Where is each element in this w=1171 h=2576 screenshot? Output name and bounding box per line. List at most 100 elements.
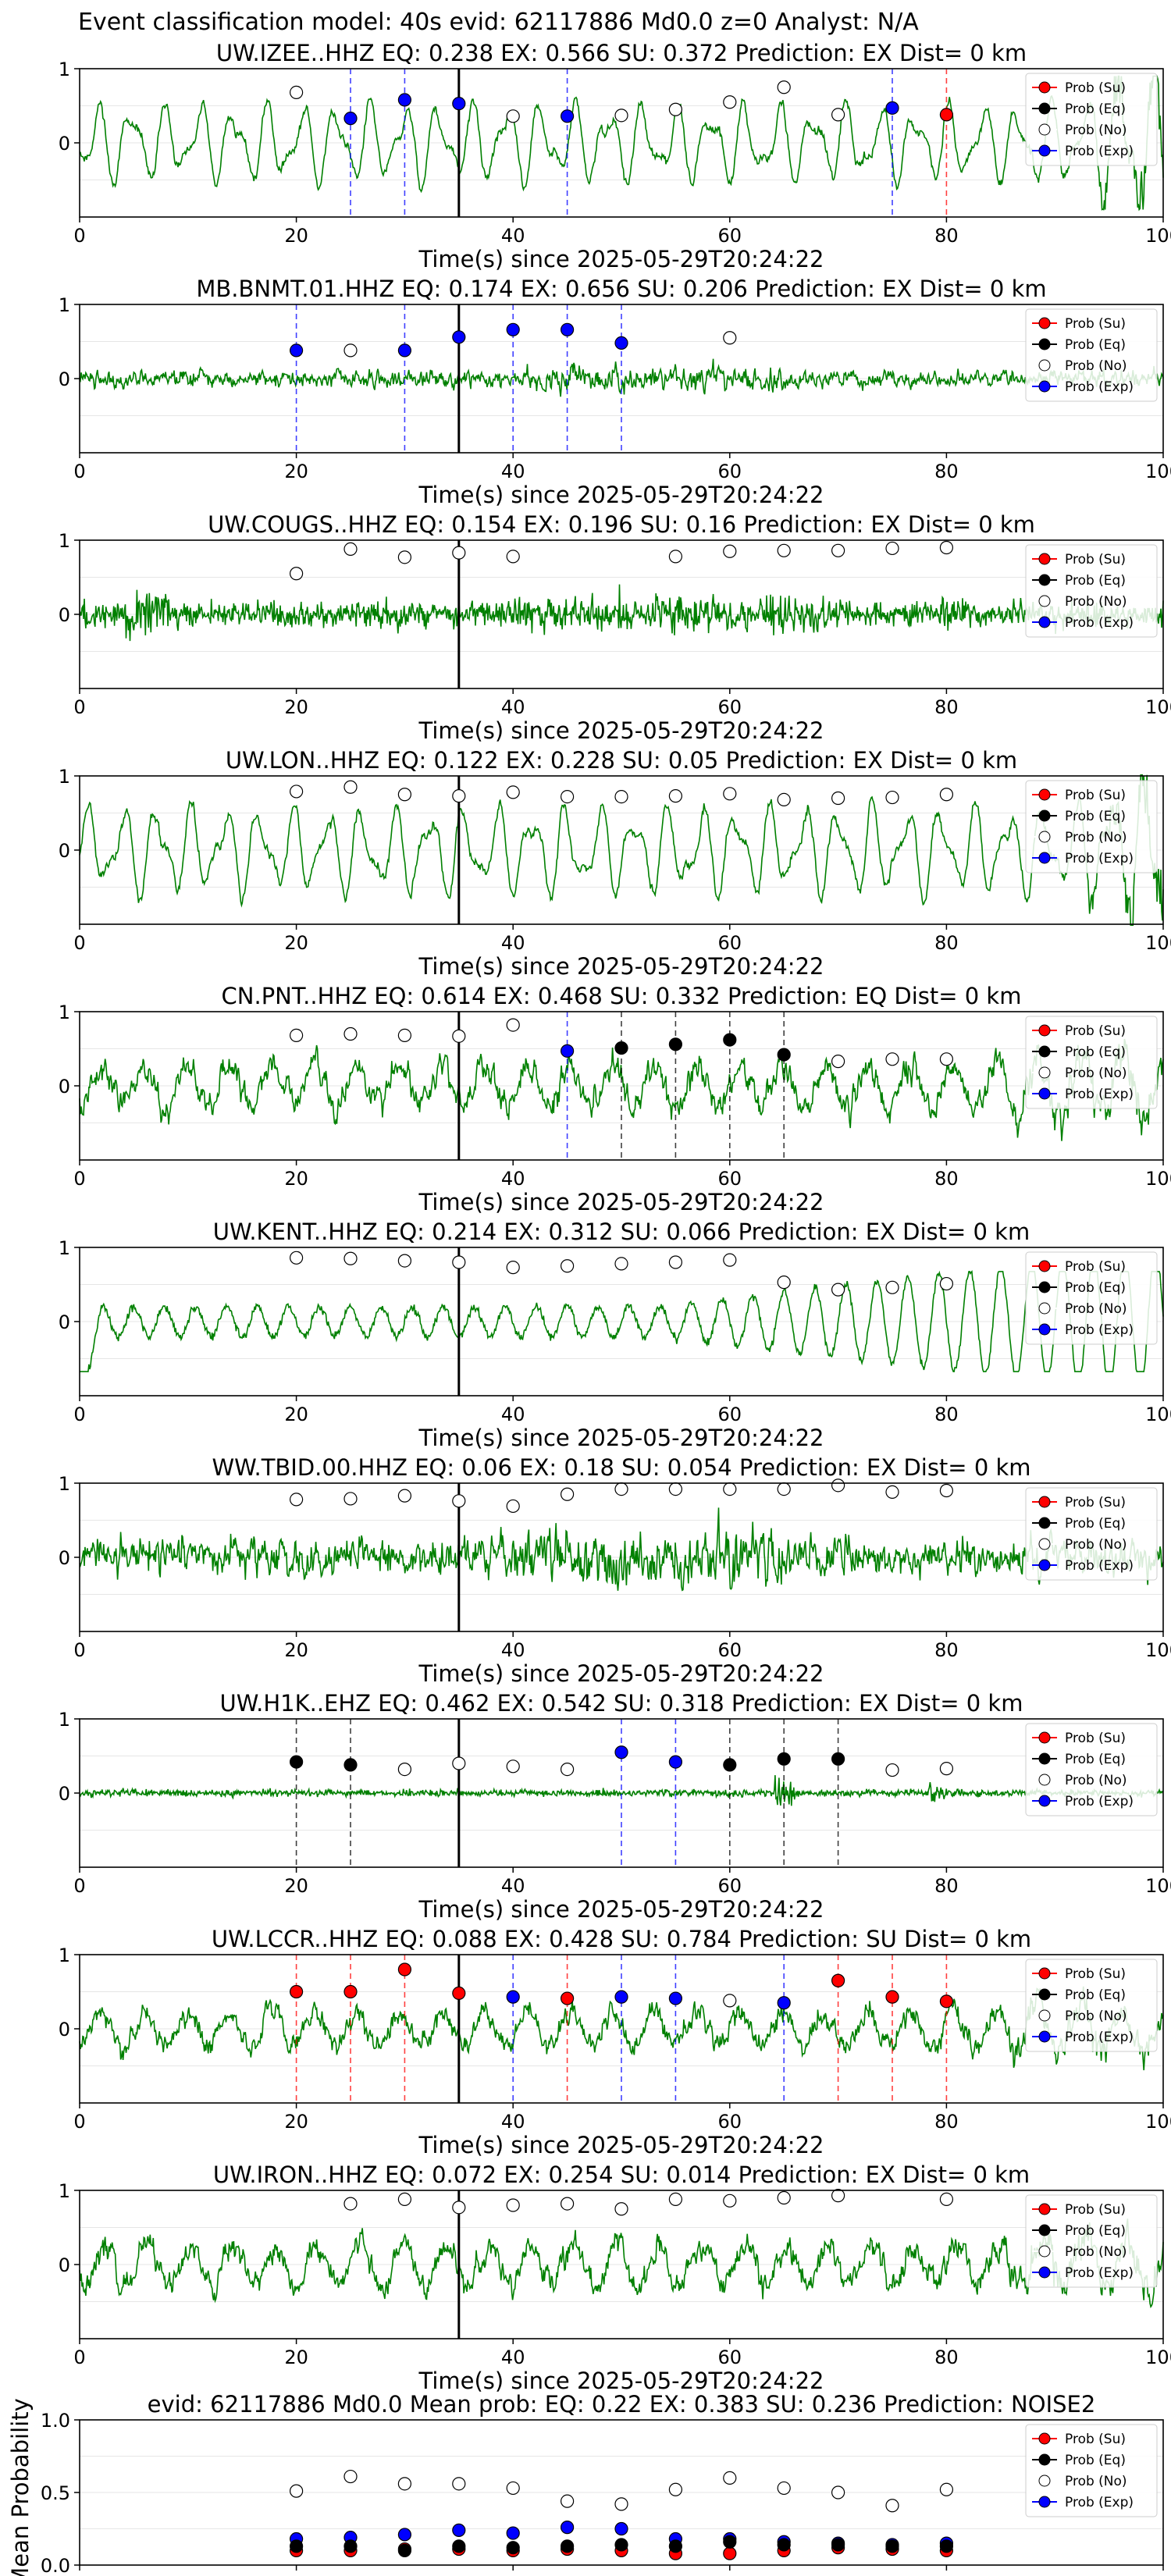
prob-point-eq [723,1033,737,1047]
legend-label: Prob (Su) [1065,1023,1126,1039]
prob-point-no [777,2190,791,2205]
prob-point-no [397,1489,412,1503]
prob-point-no [506,1499,520,1514]
x-tick-label: 60 [718,1639,742,1661]
prob-point-su [290,1984,304,1999]
y-tick-label: 1 [59,1944,70,1966]
x-tick-label: 40 [501,1639,525,1661]
legend-marker-eq [1038,1517,1051,1529]
legend-marker-su [1038,81,1051,94]
prob-point-no [831,1478,845,1493]
prob-point-eq [397,2543,412,2557]
prob-point-exp [614,336,628,350]
x-tick-label: 20 [284,932,308,954]
legend-label: Prob (Exp) [1065,2030,1134,2045]
prob-point-exp [397,93,412,107]
legend-marker-exp [1038,2496,1051,2508]
y-tick-label: 1 [59,59,70,80]
x-tick-label: 60 [718,2573,742,2576]
y-tick-label: 1 [59,294,70,316]
prob-point-no [560,1763,575,1777]
prob-point-su [939,1994,954,2008]
legend: Prob (Su) Prob (Eq) Prob (No) Prob (Exp) [1025,1959,1158,2052]
prob-point-no [723,331,737,345]
legend-label: Prob (Su) [1065,1966,1126,1982]
y-tick-label: 0 [59,1076,70,1098]
prob-point-no [831,2189,845,2203]
legend-label: Prob (Su) [1065,2202,1126,2218]
legend-box [1025,1959,1158,2052]
prob-point-exp [560,109,575,123]
prob-point-no [343,2197,358,2211]
legend-marker-no [1038,831,1051,843]
waveform-trace [79,75,1164,212]
prob-point-exp [614,1745,628,1759]
legend-box [1025,1016,1158,1109]
legend-label: Prob (Exp) [1065,1558,1134,1574]
panel-9: UW.IRON..HHZ EQ: 0.072 EX: 0.254 SU: 0.0… [59,2161,1171,2394]
legend-box [1025,1251,1158,1345]
legend-marker-no [1038,595,1051,607]
legend-label: Prob (No) [1065,594,1127,610]
prob-point-eq [723,2535,737,2549]
x-tick-label: 40 [501,696,525,718]
prob-point-su [831,1973,845,1987]
x-tick-label: 20 [284,1404,308,1425]
panel-title: evid: 62117886 Md0.0 Mean prob: EQ: 0.22… [148,2391,1096,2418]
x-tick-label: 60 [718,1168,742,1190]
prob-point-no [939,1052,954,1066]
legend-marker-no [1038,2475,1051,2487]
prob-point-eq [452,2539,466,2553]
x-tick-label: 40 [501,1875,525,1897]
prob-point-no [452,1756,466,1770]
prob-point-no [723,2471,737,2485]
legend: Prob (Su) Prob (Eq) Prob (No) Prob (Exp) [1025,2194,1158,2288]
prob-point-eq [831,1752,845,1766]
x-tick-label: 0 [73,2347,85,2368]
prob-point-no [668,2192,683,2206]
prob-point-eq [614,2538,628,2552]
prob-point-no [777,543,791,557]
legend-label: Prob (Su) [1065,1259,1126,1275]
prob-point-eq [668,2539,683,2553]
prob-point-no [290,1028,304,1043]
panel-3: UW.LON..HHZ EQ: 0.122 EX: 0.228 SU: 0.05… [59,747,1171,980]
legend-box [1025,1487,1158,1581]
legend-label: Prob (Su) [1065,788,1126,803]
x-tick-label: 0 [73,696,85,718]
prob-point-no [777,792,791,807]
prob-point-no [506,785,520,799]
prob-point-no [777,1482,791,1496]
prob-point-su [397,1962,412,1976]
legend-box [1025,1723,1158,1816]
legend: Prob (Su) Prob (Eq) Prob (No) Prob (Exp) [1025,1016,1158,1109]
legend-marker-su [1038,1496,1051,1508]
prob-point-no [506,550,520,564]
prob-point-eq [668,1037,683,1051]
prob-point-no [397,1254,412,1268]
x-tick-label: 0 [73,1168,85,1190]
prob-point-su [452,1986,466,2000]
legend-label: Prob (Eq) [1065,1987,1126,2003]
legend-marker-su [1038,317,1051,329]
legend-label: Prob (No) [1065,1066,1127,1081]
panel-2: UW.COUGS..HHZ EQ: 0.154 EX: 0.196 SU: 0.… [59,511,1171,744]
legend-label: Prob (No) [1065,1301,1127,1317]
prob-point-no [885,1485,899,1500]
y-tick-label: 0.0 [41,2555,70,2576]
x-axis-label: Time(s) since 2025-05-29T20:24:22 [418,1425,824,1451]
legend-marker-su [1038,2203,1051,2215]
legend-marker-su [1038,1967,1051,1980]
x-tick-label: 40 [501,225,525,247]
prob-point-no [885,541,899,556]
y-tick-label: 0.5 [41,2482,70,2504]
panel-0: UW.IZEE..HHZ EQ: 0.238 EX: 0.566 SU: 0.3… [59,40,1171,272]
legend-marker-exp [1038,616,1051,628]
x-axis-label: Time(s) since 2025-05-29T20:24:22 [418,1189,824,1215]
y-tick-label: 1 [59,1237,70,1259]
prob-point-no [939,2482,954,2496]
panel-10: evid: 62117886 Md0.0 Mean prob: EQ: 0.22… [7,2391,1171,2576]
x-tick-label: 80 [934,696,959,718]
legend-label: Prob (Exp) [1065,851,1134,866]
x-tick-label: 80 [934,2573,959,2576]
